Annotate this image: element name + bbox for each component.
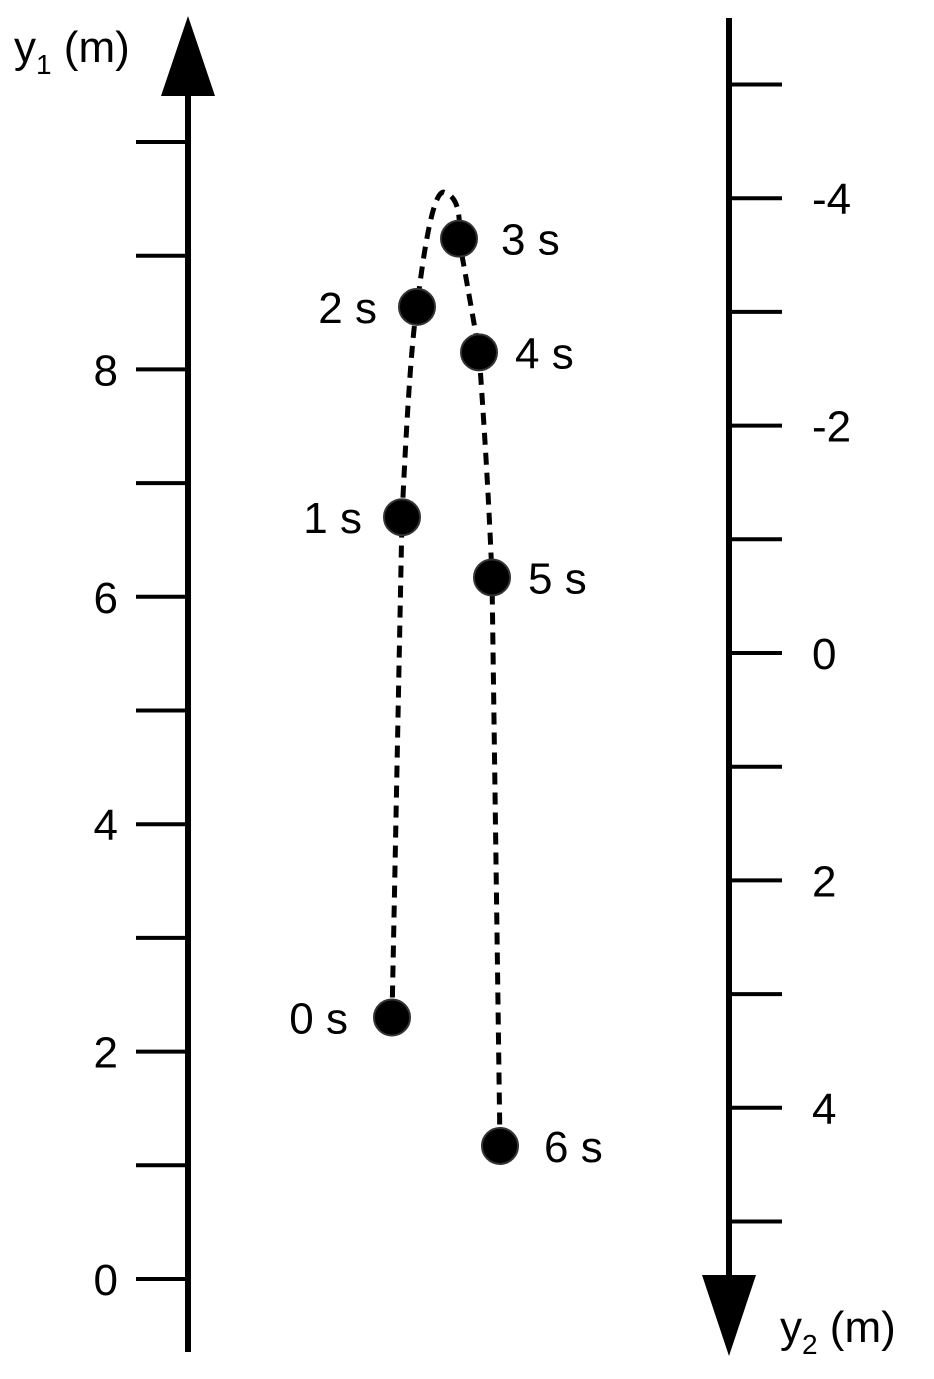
left-axis-tick-label: 6 bbox=[94, 574, 118, 623]
right-axis-tick-label: 0 bbox=[812, 630, 836, 679]
right-axis: -4 -2 0 2 4 y2 (m) bbox=[702, 18, 896, 1360]
right-axis-tick-labels: -4 -2 0 2 4 bbox=[812, 175, 851, 1134]
position-dot-3s bbox=[440, 219, 478, 258]
position-dot-5s bbox=[473, 558, 511, 597]
time-label-0s: 0 s bbox=[289, 994, 348, 1043]
right-axis-tick-label: -2 bbox=[812, 403, 851, 452]
time-label-5s: 5 s bbox=[528, 554, 587, 603]
right-axis-tick-label: 2 bbox=[812, 857, 836, 906]
time-label-4s: 4 s bbox=[515, 329, 574, 378]
trajectory-time-labels: 0 s 1 s 2 s 3 s 4 s 5 s 6 s bbox=[289, 216, 602, 1172]
time-label-1s: 1 s bbox=[303, 494, 362, 543]
right-axis-arrowhead bbox=[702, 1275, 756, 1356]
time-label-2s: 2 s bbox=[318, 284, 377, 333]
position-dot-1s bbox=[383, 498, 421, 537]
left-axis-title: y1 (m) bbox=[14, 23, 130, 80]
right-axis-tick-label: -4 bbox=[812, 175, 851, 224]
right-axis-ticks bbox=[731, 82, 782, 1224]
trajectory: 0 s 1 s 2 s 3 s 4 s 5 s 6 s bbox=[289, 189, 603, 1172]
position-dot-4s bbox=[460, 333, 498, 372]
left-axis-tick-label: 2 bbox=[94, 1029, 118, 1078]
time-label-6s: 6 s bbox=[544, 1123, 603, 1172]
left-axis: 0 2 4 6 8 y1 (m) bbox=[14, 16, 215, 1352]
position-dot-6s bbox=[481, 1126, 519, 1165]
time-label-3s: 3 s bbox=[501, 216, 560, 265]
position-dot-0s bbox=[373, 998, 411, 1037]
left-axis-arrowhead bbox=[161, 16, 215, 96]
left-axis-ticks bbox=[136, 140, 186, 1281]
position-dot-2s bbox=[398, 287, 436, 326]
right-axis-tick-label: 4 bbox=[812, 1085, 836, 1134]
left-axis-tick-label: 8 bbox=[94, 346, 118, 395]
trajectory-points bbox=[373, 219, 519, 1165]
left-axis-tick-labels: 0 2 4 6 8 bbox=[94, 346, 118, 1305]
left-axis-tick-label: 0 bbox=[94, 1256, 118, 1305]
trajectory-path bbox=[389, 189, 503, 1147]
right-axis-title: y2 (m) bbox=[780, 1303, 896, 1360]
left-axis-tick-label: 4 bbox=[94, 801, 118, 850]
